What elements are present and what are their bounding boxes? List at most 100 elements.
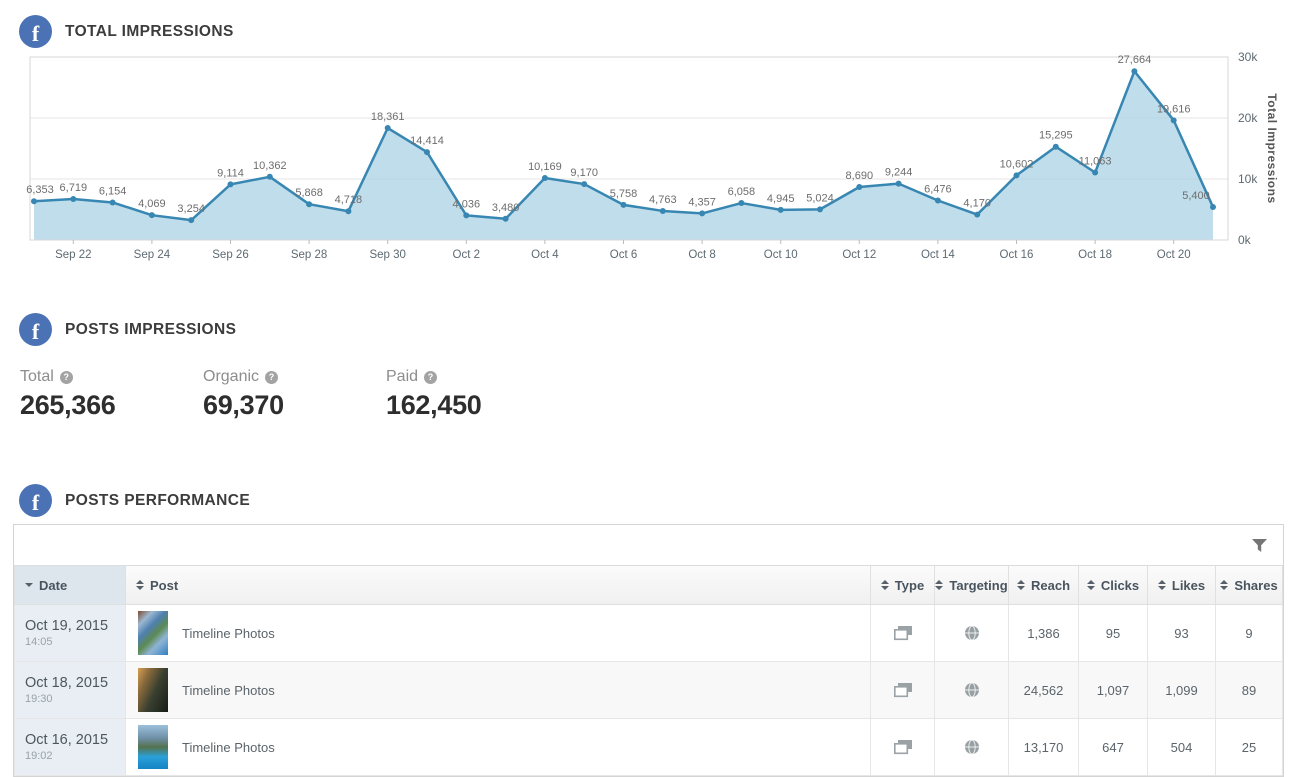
svg-text:5,758: 5,758 (610, 188, 638, 200)
svg-text:6,058: 6,058 (728, 186, 756, 198)
column-header-clicks[interactable]: Clicks (1078, 566, 1148, 605)
filter-icon[interactable] (1251, 538, 1268, 553)
svg-text:19,616: 19,616 (1157, 103, 1191, 115)
svg-text:10,362: 10,362 (253, 160, 287, 172)
section-title-posts-performance: POSTS PERFORMANCE (65, 491, 251, 509)
svg-text:6,353: 6,353 (26, 184, 54, 196)
stat-paid-label: Paid (386, 368, 419, 385)
svg-text:Sep 30: Sep 30 (369, 249, 405, 261)
facebook-icon: f (19, 484, 52, 517)
svg-text:5,400: 5,400 (1182, 190, 1210, 202)
post-thumbnail[interactable] (138, 725, 168, 769)
sort-icon (1086, 580, 1095, 590)
svg-text:20k: 20k (1238, 111, 1258, 125)
clicks-cell: 1,097 (1078, 661, 1148, 719)
svg-text:11,063: 11,063 (1079, 156, 1112, 168)
svg-text:4,945: 4,945 (767, 193, 795, 205)
table-row: Oct 16, 2015 19:02 Timeline Photos (14, 718, 1283, 776)
svg-text:Oct 14: Oct 14 (921, 249, 955, 261)
table-row: Oct 18, 2015 19:30 Timeline Photos (14, 661, 1283, 719)
globe-targeting-icon (964, 682, 979, 698)
help-icon[interactable]: ? (265, 370, 279, 384)
column-header-post[interactable]: Post (125, 566, 871, 605)
post-thumbnail[interactable] (138, 611, 168, 655)
date-cell: Oct 18, 2015 19:30 (14, 661, 126, 719)
svg-text:Oct 18: Oct 18 (1078, 249, 1112, 261)
svg-text:Oct 4: Oct 4 (531, 249, 559, 261)
stat-total-value: 265,366 (20, 390, 116, 420)
column-header-type[interactable]: Type (870, 566, 935, 605)
svg-text:18,361: 18,361 (371, 111, 405, 123)
table-toolbar (14, 525, 1283, 566)
stat-organic-label: Organic (203, 368, 260, 385)
sort-icon (136, 580, 144, 590)
post-cell: Timeline Photos (125, 718, 871, 776)
svg-text:15,295: 15,295 (1039, 130, 1073, 142)
svg-text:8,690: 8,690 (846, 170, 874, 182)
svg-text:5,024: 5,024 (806, 192, 834, 204)
column-header-date[interactable]: Date (14, 566, 126, 605)
reach-cell: 13,170 (1008, 718, 1079, 776)
svg-text:Oct 10: Oct 10 (764, 249, 798, 261)
column-header-targeting[interactable]: Targeting (934, 566, 1009, 605)
stat-paid-value: 162,450 (386, 390, 482, 420)
svg-text:4,763: 4,763 (649, 194, 677, 206)
total-impressions-chart-container: 0k 10k 20k 30k 6,353 6,719 6,154 4,069 3,254 9,11… (0, 50, 1297, 270)
column-header-shares[interactable]: Shares (1215, 566, 1283, 605)
reach-cell: 24,562 (1008, 661, 1079, 719)
svg-text:Total Impressions: Total Impressions (1265, 93, 1279, 203)
post-cell: Timeline Photos (125, 661, 871, 719)
svg-text:6,719: 6,719 (60, 182, 88, 194)
post-thumbnail[interactable] (138, 668, 168, 712)
posts-impressions-stats: Total ? 265,366 Organic ? 69,370 Paid ? … (20, 368, 1297, 421)
date-cell: Oct 16, 2015 19:02 (14, 718, 126, 776)
sort-icon (1157, 580, 1166, 590)
posts-impressions-header: f POSTS IMPRESSIONS (19, 313, 1297, 346)
svg-text:4,718: 4,718 (335, 194, 363, 206)
posts-performance-table: Date Post Type Targeting Reach Clicks (13, 524, 1284, 777)
svg-text:3,480: 3,480 (492, 202, 520, 214)
sort-icon (935, 580, 944, 590)
likes-cell: 504 (1147, 718, 1216, 776)
stat-total: Total ? 265,366 (20, 368, 203, 421)
photo-type-icon (893, 740, 912, 755)
help-icon[interactable]: ? (59, 370, 73, 384)
svg-text:Sep 26: Sep 26 (212, 249, 248, 261)
svg-text:Oct 20: Oct 20 (1157, 249, 1191, 261)
likes-cell: 93 (1147, 604, 1216, 662)
svg-text:4,170: 4,170 (963, 198, 991, 210)
stat-paid: Paid ? 162,450 (386, 368, 569, 421)
section-title-posts-impressions: POSTS IMPRESSIONS (65, 320, 237, 338)
svg-text:9,114: 9,114 (217, 167, 244, 179)
stat-organic-value: 69,370 (203, 390, 284, 420)
svg-text:4,036: 4,036 (453, 198, 481, 210)
svg-text:Sep 22: Sep 22 (55, 249, 91, 261)
svg-text:4,069: 4,069 (138, 198, 166, 210)
svg-text:Sep 28: Sep 28 (291, 249, 327, 261)
svg-text:10k: 10k (1238, 172, 1258, 186)
svg-text:Sep 24: Sep 24 (134, 249, 171, 261)
total-impressions-header: f TOTAL IMPRESSIONS (19, 15, 1297, 48)
likes-cell: 1,099 (1147, 661, 1216, 719)
shares-cell: 9 (1215, 604, 1283, 662)
svg-text:27,664: 27,664 (1118, 54, 1152, 66)
svg-text:9,170: 9,170 (570, 167, 598, 179)
clicks-cell: 95 (1078, 604, 1148, 662)
svg-text:Oct 12: Oct 12 (842, 249, 876, 261)
photo-type-icon (893, 683, 912, 698)
svg-text:Oct 6: Oct 6 (610, 249, 637, 261)
column-header-likes[interactable]: Likes (1147, 566, 1216, 605)
svg-text:4,357: 4,357 (688, 196, 716, 208)
impressions-chart[interactable]: 0k 10k 20k 30k 6,353 6,719 6,154 4,069 3,254 9,11… (0, 50, 1297, 265)
help-icon[interactable]: ? (424, 370, 438, 384)
svg-text:9,244: 9,244 (885, 167, 913, 179)
clicks-cell: 647 (1078, 718, 1148, 776)
svg-text:3,254: 3,254 (177, 203, 205, 215)
column-header-reach[interactable]: Reach (1008, 566, 1079, 605)
section-title-total-impressions: TOTAL IMPRESSIONS (65, 22, 234, 40)
date-cell: Oct 19, 2015 14:05 (14, 604, 126, 662)
table-header-row: Date Post Type Targeting Reach Clicks (14, 566, 1283, 605)
svg-text:Oct 16: Oct 16 (1000, 249, 1034, 261)
svg-text:0k: 0k (1238, 233, 1252, 247)
svg-text:6,476: 6,476 (924, 183, 952, 195)
